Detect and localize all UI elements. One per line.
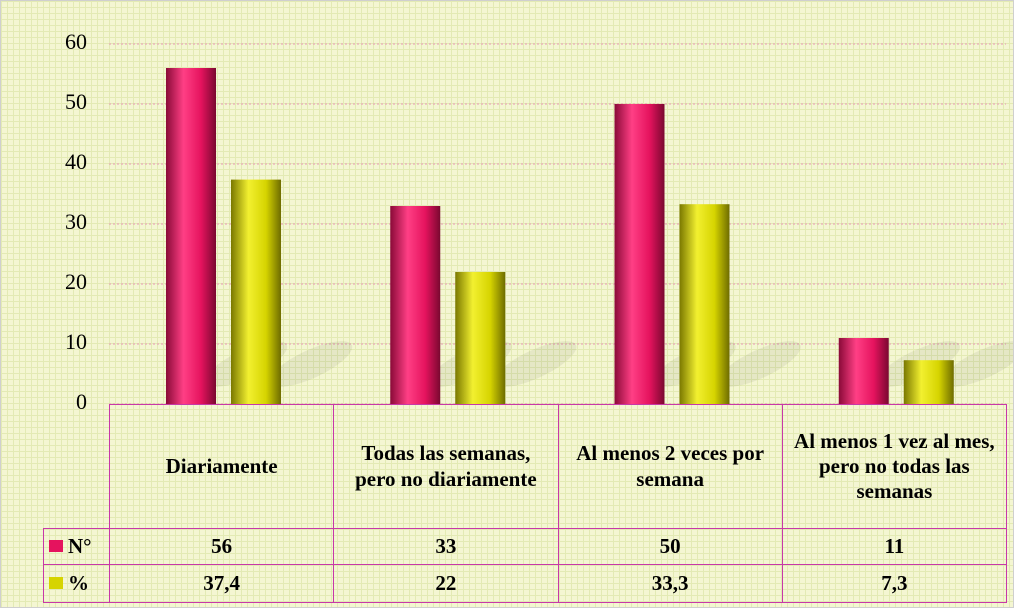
bar — [390, 206, 441, 404]
x-tick-label: Al menos 1 vez al mes, pero no todas las… — [781, 404, 1007, 529]
y-tick-label: 40 — [65, 149, 87, 174]
x-tick-label: Todas las semanas, pero no diariamente — [333, 404, 559, 529]
bar — [679, 204, 730, 404]
y-tick-label: 60 — [65, 29, 87, 54]
data-label: 37,4 — [109, 564, 335, 603]
bar — [903, 360, 954, 404]
y-tick-label: 50 — [65, 89, 87, 114]
data-label: 22 — [333, 564, 559, 603]
y-tick-label: 20 — [65, 269, 87, 294]
data-label: 50 — [557, 528, 783, 565]
data-label: 7,3 — [781, 564, 1007, 603]
bar-shadow — [942, 341, 1013, 387]
data-label: 33 — [333, 528, 559, 565]
bar — [838, 338, 889, 404]
legend-key — [49, 577, 63, 589]
bar — [166, 68, 216, 404]
legend-key — [49, 540, 63, 552]
y-tick-label: 0 — [76, 389, 87, 414]
bar-shadow — [494, 341, 577, 387]
data-label: 56 — [109, 528, 335, 565]
bar — [614, 104, 665, 404]
x-tick-label: Al menos 2 veces por semana — [557, 404, 783, 529]
y-tick-label: 30 — [65, 209, 87, 234]
data-label: 33,3 — [557, 564, 783, 603]
bar-shadow — [269, 341, 353, 387]
bar — [455, 272, 506, 404]
y-tick-label: 10 — [65, 329, 87, 354]
data-label: 11 — [781, 528, 1007, 565]
legend-entry: % — [43, 564, 110, 603]
bar — [231, 179, 281, 404]
bar-shadow — [718, 341, 801, 387]
x-tick-label: Diariamente — [109, 404, 335, 529]
